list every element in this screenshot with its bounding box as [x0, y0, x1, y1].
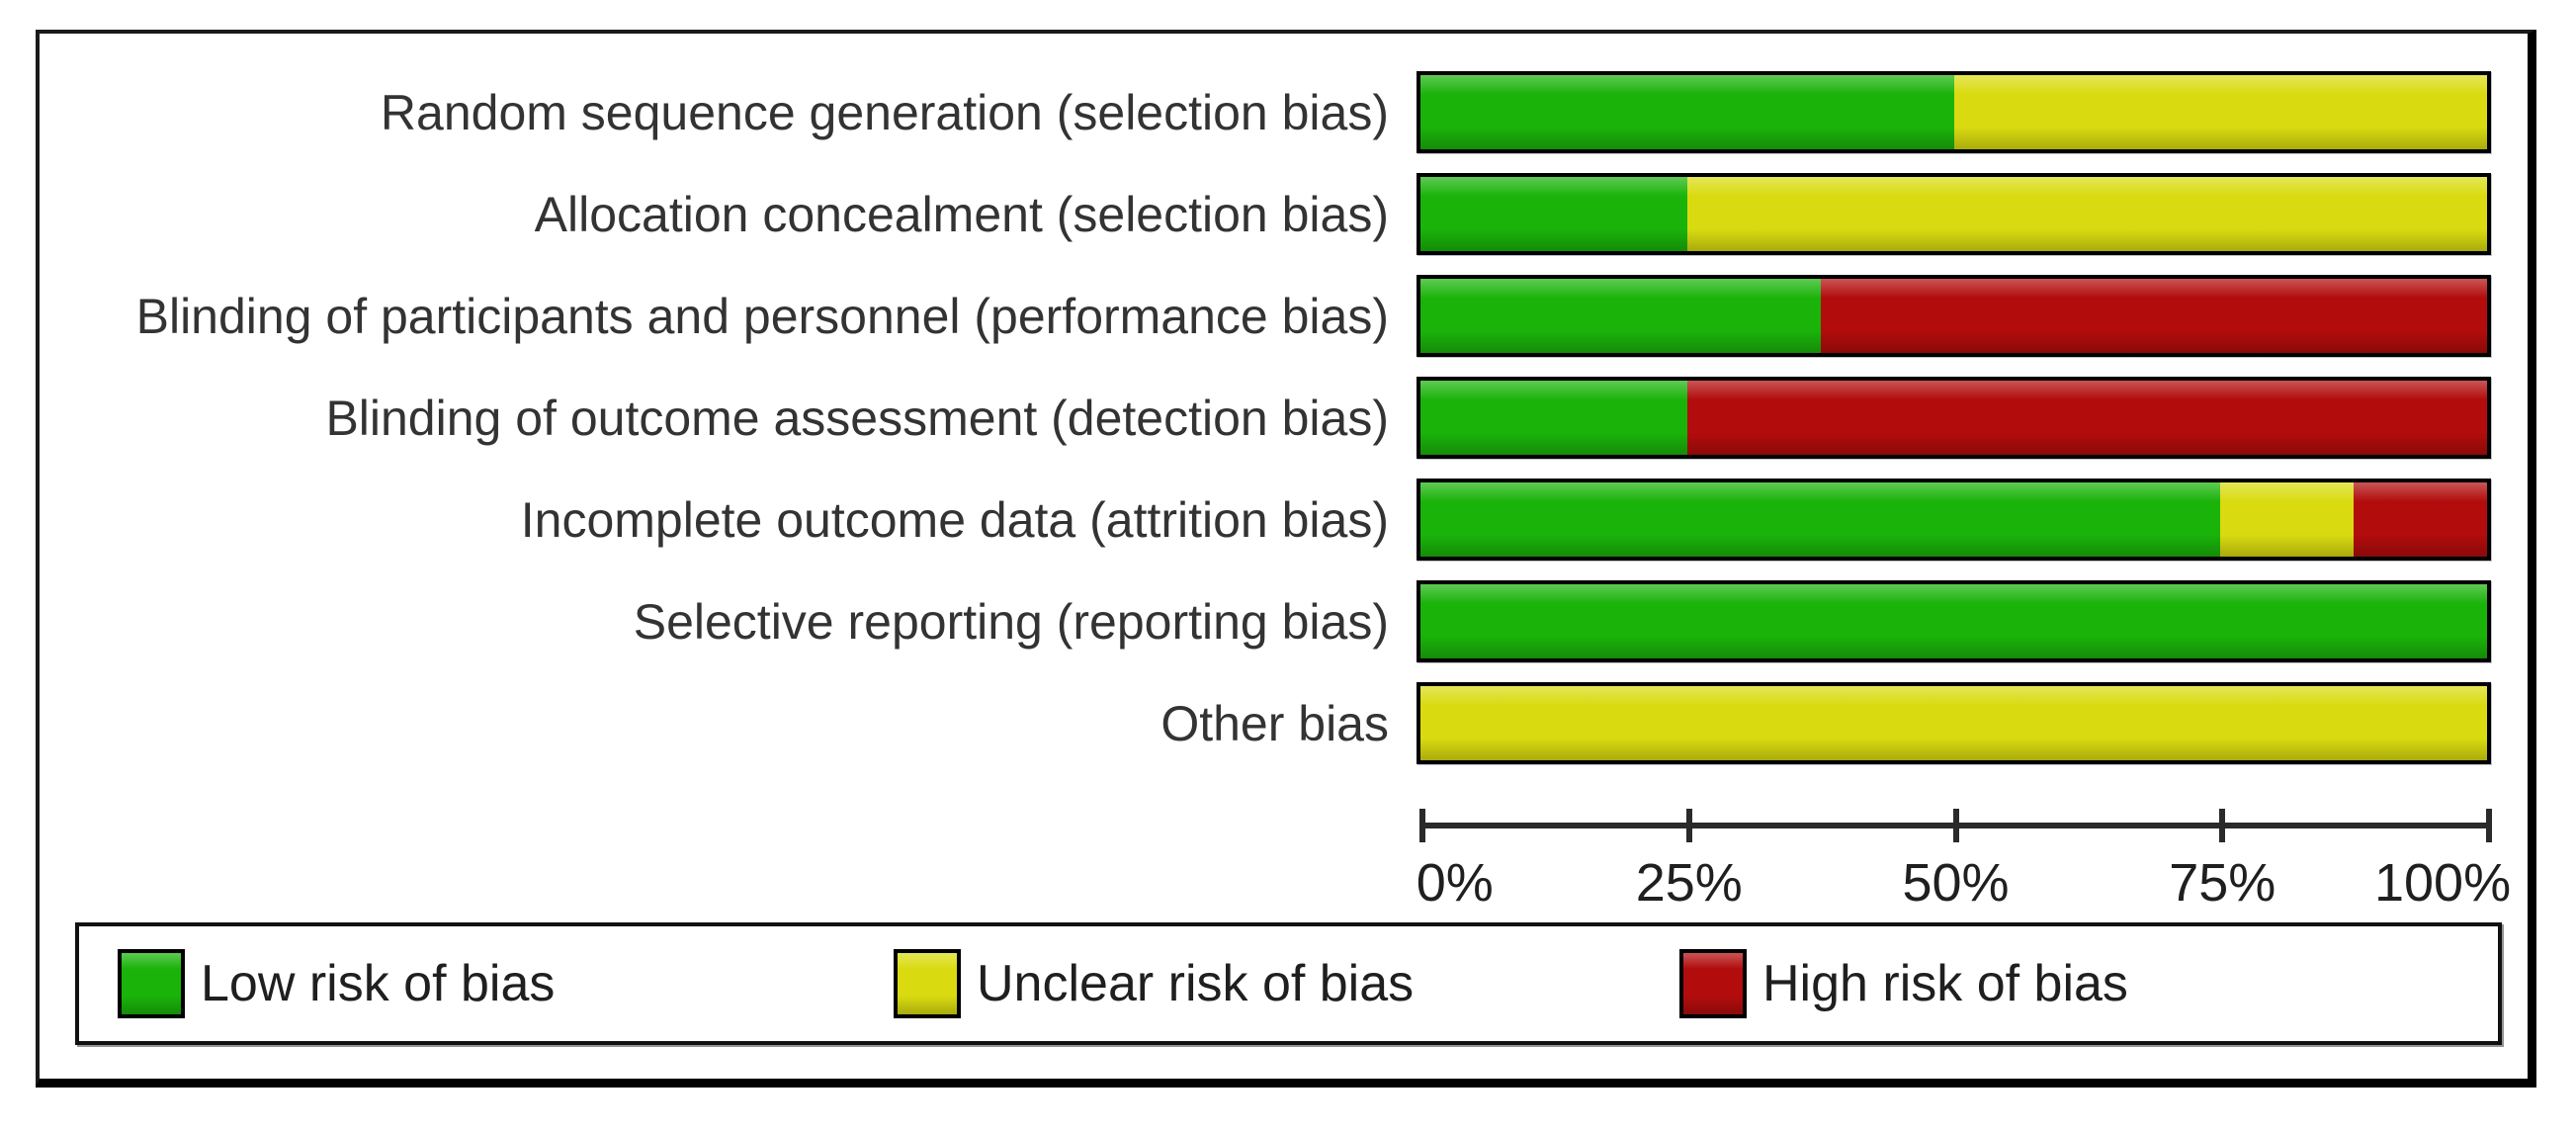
bar-segment-low [1420, 482, 2221, 557]
chart-row: Allocation concealment (selection bias) [40, 173, 2528, 255]
risk-of-bias-graph: Random sequence generation (selection bi… [36, 30, 2536, 1088]
legend: Low risk of bias Unclear risk of bias High… [75, 922, 2502, 1045]
axis-tick [2486, 809, 2492, 842]
bar-segment-high [1686, 381, 2487, 455]
axis-tick [1685, 809, 1692, 842]
legend-item-unclear: Unclear risk of bias [894, 926, 1414, 1041]
axis-tick-label: 0% [1416, 853, 1494, 913]
bar-segment-low [1420, 75, 1954, 149]
axis-tick [2219, 809, 2226, 842]
bar-segment-unclear [1953, 75, 2487, 149]
stacked-bar [1417, 71, 2491, 153]
chart-row: Random sequence generation (selection bi… [40, 71, 2528, 153]
legend-label: Unclear risk of bias [977, 955, 1415, 1012]
axis-tick-label: 25% [1635, 853, 1743, 913]
risk-of-bias-rows: Random sequence generation (selection bi… [40, 71, 2528, 784]
bar-segment-low [1420, 381, 1687, 455]
legend-item-low: Low risk of bias [118, 926, 555, 1041]
axis-tick-label: 100% [2373, 853, 2512, 913]
bar-segment-low [1420, 177, 1687, 251]
legend-swatch-unclear [894, 949, 961, 1018]
axis-tick [1952, 809, 1959, 842]
percent-axis: 0% 25% 50% 75% 100% [1417, 809, 2511, 937]
row-label: Incomplete outcome data (attrition bias) [520, 491, 1389, 548]
bar-segment-unclear [1686, 177, 2487, 251]
stacked-bar [1417, 275, 2491, 357]
chart-row: Other bias [40, 682, 2528, 764]
bar-segment-low [1420, 584, 2487, 658]
legend-swatch-low [118, 949, 185, 1018]
legend-item-high: High risk of bias [1679, 926, 2128, 1041]
legend-label: High risk of bias [1762, 955, 2128, 1012]
chart-row: Blinding of participants and personnel (… [40, 275, 2528, 357]
bar-segment-high [2354, 482, 2487, 557]
bar-segment-high [1820, 279, 2487, 353]
stacked-bar [1417, 682, 2491, 764]
stacked-bar [1417, 377, 2491, 459]
row-label: Random sequence generation (selection bi… [380, 84, 1389, 140]
chart-row: Selective reporting (reporting bias) [40, 580, 2528, 662]
row-label: Selective reporting (reporting bias) [633, 593, 1389, 650]
row-label: Blinding of participants and personnel (… [135, 288, 1389, 344]
chart-row: Incomplete outcome data (attrition bias) [40, 479, 2528, 561]
row-label: Other bias [1160, 695, 1389, 751]
axis-tick-label: 50% [1902, 853, 2010, 913]
stacked-bar [1417, 580, 2491, 662]
bar-segment-low [1420, 279, 1821, 353]
bar-segment-unclear [2220, 482, 2355, 557]
axis-tick [1419, 809, 1425, 842]
stacked-bar [1417, 173, 2491, 255]
stacked-bar [1417, 479, 2491, 561]
bar-segment-unclear [1420, 686, 2487, 760]
legend-swatch-high [1679, 949, 1747, 1018]
chart-row: Blinding of outcome assessment (detectio… [40, 377, 2528, 459]
legend-label: Low risk of bias [201, 955, 556, 1012]
axis-tick-label: 75% [2169, 853, 2276, 913]
row-label: Blinding of outcome assessment (detectio… [325, 390, 1389, 446]
row-label: Allocation concealment (selection bias) [534, 186, 1389, 242]
